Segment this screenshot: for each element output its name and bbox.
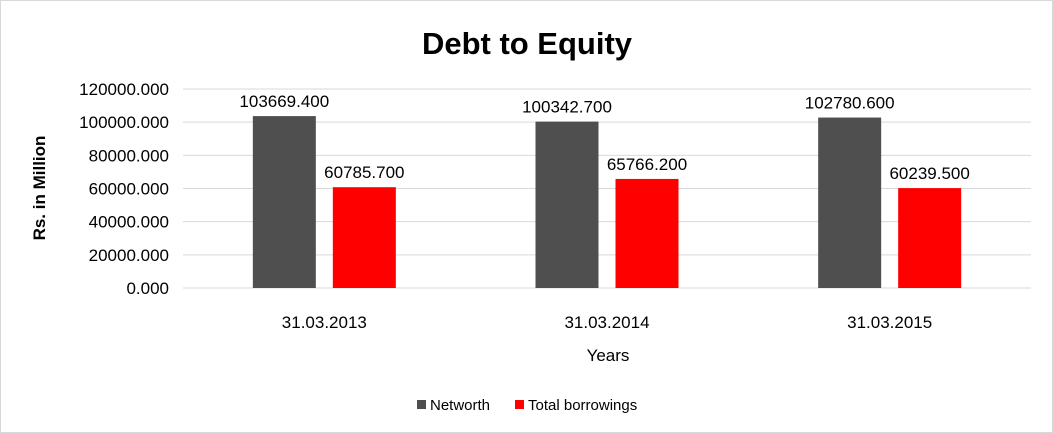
data-label: 65766.200 — [607, 155, 687, 174]
x-axis-title: Years — [587, 346, 630, 365]
bar-networth — [818, 117, 882, 288]
legend-swatch — [515, 400, 524, 409]
x-tick-label: 31.03.2014 — [564, 313, 649, 332]
bar-total-borrowings — [615, 178, 679, 288]
y-tick-label: 80000.000 — [89, 146, 169, 165]
y-tick-label: 100000.000 — [79, 113, 169, 132]
data-label: 102780.600 — [805, 94, 895, 113]
bar-total-borrowings — [898, 188, 962, 288]
legend-swatch — [417, 400, 426, 409]
data-label: 60785.700 — [324, 163, 404, 182]
chart-title: Debt to Equity — [422, 26, 633, 61]
x-tick-label: 31.03.2015 — [847, 313, 932, 332]
bar-networth — [252, 116, 316, 289]
x-axis-ticks: 31.03.2013 31.03.2014 31.03.2015 — [282, 313, 932, 332]
x-tick-label: 31.03.2013 — [282, 313, 367, 332]
y-tick-label: 40000.000 — [89, 213, 169, 232]
data-label: 100342.700 — [522, 98, 612, 117]
legend-label: Networth — [430, 397, 490, 414]
y-tick-label: 60000.000 — [89, 180, 169, 199]
y-axis-title: Rs. in Million — [30, 136, 49, 241]
data-label: 60239.500 — [889, 164, 969, 183]
y-axis-ticks: 0.000 20000.000 40000.000 60000.000 80000.00… — [79, 80, 169, 298]
bar-networth — [535, 121, 599, 288]
y-tick-label: 0.000 — [126, 279, 169, 298]
legend-label: Total borrowings — [528, 397, 637, 414]
legend: Networth Total borrowings — [417, 397, 637, 414]
data-label: 103669.400 — [239, 92, 329, 111]
data-labels: 103669.400 60785.700 100342.700 65766.200 10… — [239, 92, 969, 183]
bar-total-borrowings — [332, 187, 396, 288]
gridlines — [183, 88, 1031, 289]
bars — [252, 116, 962, 289]
y-tick-label: 120000.000 — [79, 80, 169, 99]
y-tick-label: 20000.000 — [89, 246, 169, 265]
